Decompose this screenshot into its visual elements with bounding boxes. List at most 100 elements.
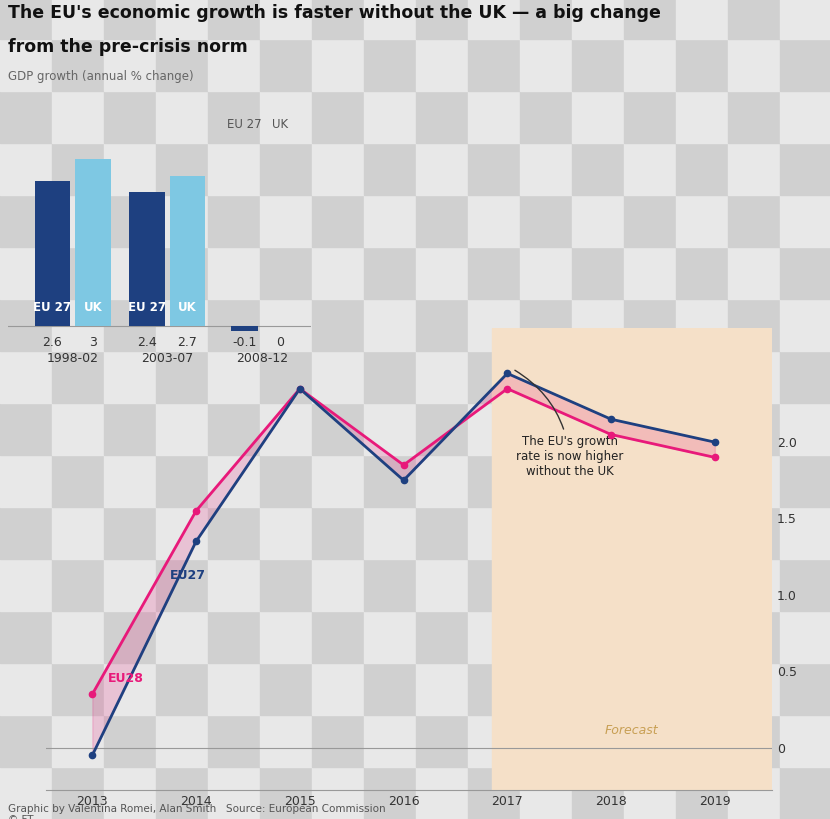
Text: EU28: EU28 — [108, 672, 144, 685]
Bar — [728, 507, 780, 559]
Bar — [208, 663, 260, 715]
Bar — [520, 767, 572, 819]
Bar — [364, 559, 416, 611]
Text: UK: UK — [84, 301, 102, 314]
Bar — [104, 195, 156, 247]
Bar — [416, 143, 468, 195]
Bar — [780, 559, 830, 611]
Bar — [260, 91, 312, 143]
Text: © FT: © FT — [8, 815, 34, 819]
Bar — [572, 663, 624, 715]
Bar — [52, 247, 104, 299]
Bar — [260, 351, 312, 403]
Bar — [468, 195, 520, 247]
Bar — [676, 403, 728, 455]
Bar — [208, 455, 260, 507]
Bar — [312, 403, 364, 455]
Bar — [468, 247, 520, 299]
Bar — [416, 247, 468, 299]
Bar — [208, 403, 260, 455]
Bar — [260, 39, 312, 91]
Bar — [104, 507, 156, 559]
Bar — [572, 0, 624, 39]
Bar — [520, 351, 572, 403]
Bar — [416, 715, 468, 767]
Bar — [572, 715, 624, 767]
Bar — [312, 299, 364, 351]
Bar — [728, 403, 780, 455]
Bar — [312, 0, 364, 39]
Text: EU 27: EU 27 — [227, 118, 261, 131]
Bar — [780, 663, 830, 715]
Bar — [312, 247, 364, 299]
Bar — [156, 507, 208, 559]
Bar — [468, 767, 520, 819]
Bar — [364, 0, 416, 39]
Bar — [156, 767, 208, 819]
Bar — [260, 195, 312, 247]
Bar — [156, 299, 208, 351]
Bar — [780, 767, 830, 819]
Bar — [0, 91, 52, 143]
Bar — [364, 247, 416, 299]
Bar — [104, 559, 156, 611]
Bar — [728, 767, 780, 819]
Bar — [780, 715, 830, 767]
Bar — [780, 143, 830, 195]
Bar — [416, 559, 468, 611]
Bar — [624, 91, 676, 143]
Bar — [416, 39, 468, 91]
Bar — [208, 247, 260, 299]
Bar — [624, 39, 676, 91]
Bar — [312, 663, 364, 715]
Bar — [52, 715, 104, 767]
Bar — [728, 39, 780, 91]
Bar — [676, 39, 728, 91]
Bar — [520, 299, 572, 351]
Bar — [728, 0, 780, 39]
Bar — [624, 299, 676, 351]
Bar — [676, 299, 728, 351]
Bar — [312, 143, 364, 195]
Bar — [208, 559, 260, 611]
Bar — [156, 715, 208, 767]
Bar — [572, 247, 624, 299]
Bar — [104, 39, 156, 91]
Bar — [312, 767, 364, 819]
Bar — [156, 351, 208, 403]
Bar — [208, 351, 260, 403]
Bar — [156, 611, 208, 663]
Bar — [104, 299, 156, 351]
Bar — [780, 351, 830, 403]
Bar — [468, 91, 520, 143]
Bar — [572, 351, 624, 403]
Bar — [416, 663, 468, 715]
Bar — [416, 0, 468, 39]
Bar — [676, 715, 728, 767]
Bar — [156, 455, 208, 507]
Bar — [260, 299, 312, 351]
Bar — [260, 715, 312, 767]
Bar — [170, 176, 205, 326]
Bar — [52, 195, 104, 247]
Bar — [468, 455, 520, 507]
Bar — [52, 0, 104, 39]
Bar — [676, 663, 728, 715]
Bar — [624, 663, 676, 715]
Bar — [156, 559, 208, 611]
Bar — [624, 143, 676, 195]
Bar — [364, 663, 416, 715]
Bar — [624, 351, 676, 403]
Bar — [492, 328, 772, 790]
Bar — [468, 507, 520, 559]
Bar — [156, 247, 208, 299]
Bar — [312, 559, 364, 611]
Bar — [104, 767, 156, 819]
Bar — [52, 351, 104, 403]
Bar — [468, 143, 520, 195]
Bar — [52, 299, 104, 351]
Bar — [260, 247, 312, 299]
Text: 2.4: 2.4 — [137, 336, 157, 349]
Bar — [0, 195, 52, 247]
Text: 2.6: 2.6 — [42, 336, 62, 349]
